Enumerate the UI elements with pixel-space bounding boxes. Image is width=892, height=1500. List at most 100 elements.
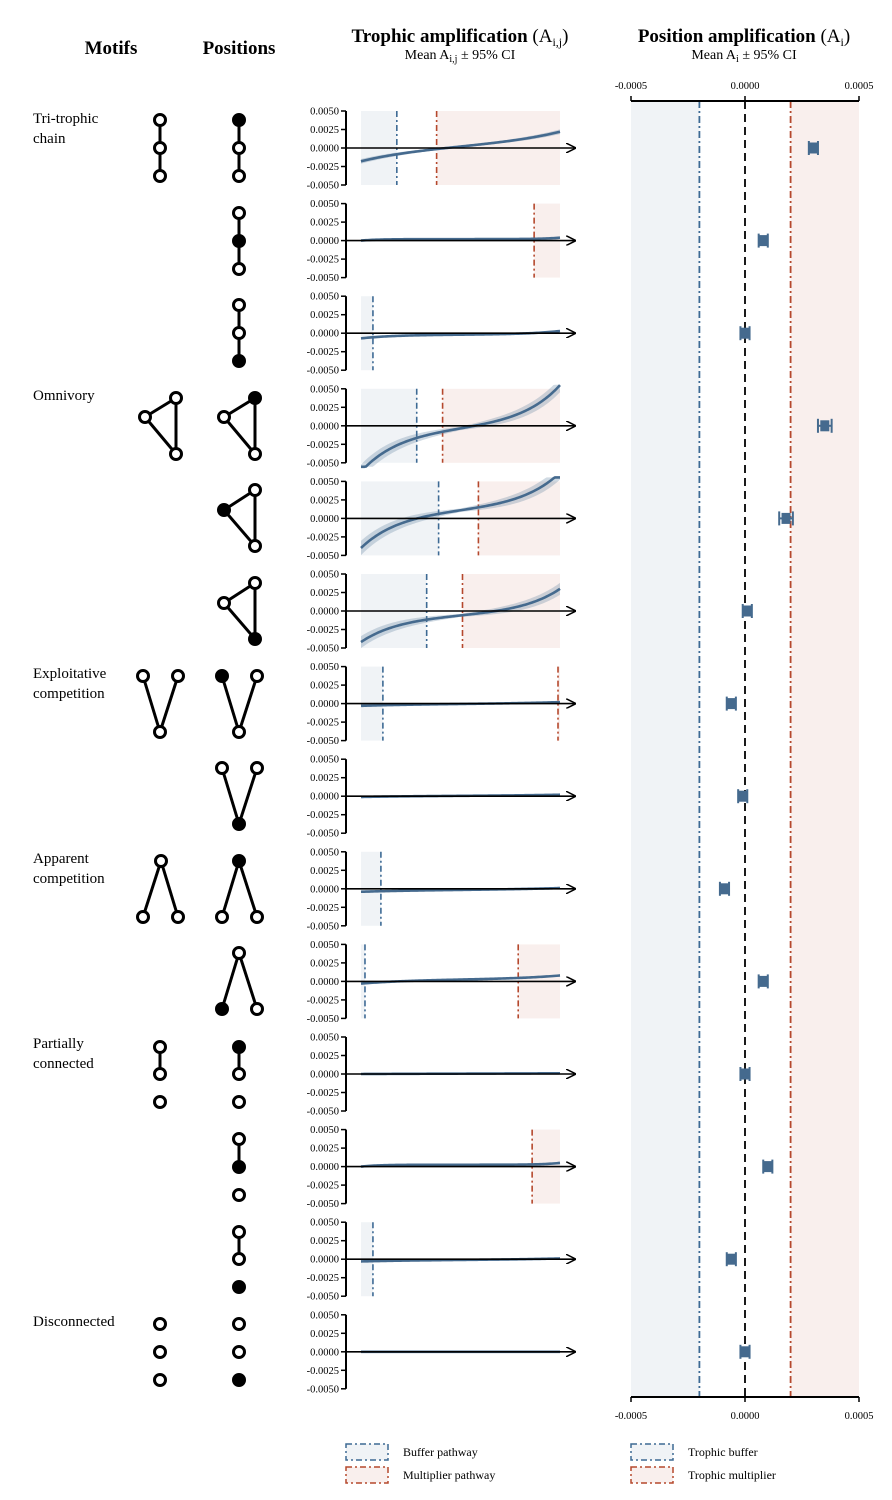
y-tick-label: 0.0000 [310,1162,339,1173]
position-point-7 [725,696,737,711]
y-tick-label: -0.0050 [307,273,339,284]
y-tick-label: 0.0050 [310,570,339,581]
series-line [360,476,560,549]
disconnected-bottom-icon [232,1317,246,1387]
y-tick-label: 0.0025 [310,495,339,506]
series-line [360,236,561,242]
motif-label-partial: Partially connected [33,1036,94,1072]
trophic-row-11: 0.0050 0.0025 0.0000 -0.0025 -0.0050 [307,1033,575,1118]
position-amplification-panel: -0.0005 0.0000 0.0005 -0.0005 0.0000 0.0005 [615,81,874,1422]
mean-marker [781,512,791,524]
y-tick-label: -0.0025 [307,162,339,173]
trophic-buffer-region [631,101,700,1397]
motifs-header: Motifs [85,38,138,59]
chain-icon [153,113,167,183]
motif-icons [136,113,185,1387]
series-line [360,587,561,644]
y-tick-label: 0.0000 [310,1070,339,1081]
x-tick-label: -0.0005 [615,81,647,92]
y-tick-label: -0.0025 [307,810,339,821]
disconnected-icon [153,1317,167,1387]
series-line [361,384,561,469]
y-tick-label: 0.0050 [310,662,339,673]
y-tick-label: -0.0025 [307,255,339,266]
omnivory-left-icon [217,483,262,553]
series-line [360,329,561,340]
y-tick-label: -0.0050 [307,829,339,840]
y-tick-label: 0.0050 [310,477,339,488]
trophic-row-12: 0.0050 0.0025 0.0000 -0.0025 -0.0050 [307,1125,575,1210]
y-tick-label: 0.0000 [310,514,339,525]
y-tick-label: 0.0050 [310,199,339,210]
trophic-row-1: 0.0050 0.0025 0.0000 -0.0025 -0.0050 [307,107,575,192]
trophic-row-10: 0.0050 0.0025 0.0000 -0.0025 -0.0050 [307,940,575,1025]
position-point-12 [762,1159,774,1174]
v-left-icon [215,669,264,739]
y-tick-label: 0.0050 [310,107,339,118]
x-tick-label: -0.0005 [615,1411,647,1422]
y-tick-label: 0.0050 [310,847,339,858]
position-point-14 [739,1344,751,1359]
trophic-row-5: 0.0050 0.0025 0.0000 -0.0025 -0.0050 [307,476,575,562]
position-point-6 [741,604,753,618]
y-tick-label: 0.0025 [310,958,339,969]
position-title: Position amplification (Ai) [638,26,850,49]
y-tick-label: -0.0050 [307,1384,339,1395]
y-tick-label: 0.0025 [310,866,339,877]
y-tick-label: 0.0000 [310,1255,339,1266]
y-tick-label: -0.0025 [307,995,339,1006]
y-tick-label: 0.0025 [310,310,339,321]
motif-label-chain: Tri-trophic chain [33,111,102,147]
omnivory-top-icon [217,391,262,461]
y-tick-label: 0.0025 [310,681,339,692]
y-tick-label: 0.0025 [310,1236,339,1247]
y-tick-label: 0.0050 [310,755,339,766]
partial-icon [153,1040,167,1109]
legend-multiplier-pathway-label: Multiplier pathway [403,1468,495,1482]
legend-left: Buffer pathway Multiplier pathway [345,1443,495,1484]
y-tick-label: -0.0050 [307,644,339,655]
x-tick-label: 0.0005 [845,81,874,92]
trophic-amplification-panels: 0.00500.00250.0000-0.0025-0.00500.00500.… [307,107,575,1395]
x-tick-label: 0.0000 [731,81,760,92]
position-point-9 [718,881,731,896]
legend-multiplier-pathway-swatch [345,1466,389,1484]
series-line [360,1161,561,1168]
y-tick-label: 0.0050 [310,1033,339,1044]
y-tick-label: 0.0050 [310,1125,339,1136]
position-point-13 [725,1252,737,1267]
x-tick-label: 0.0000 [731,1411,760,1422]
lambda-top-icon [215,854,264,924]
position-point-11 [739,1067,751,1081]
mean-marker [738,790,748,802]
y-tick-label: -0.0025 [307,1273,339,1284]
motif-label-apparent: Apparent competition [33,851,105,887]
legend-trophic-multiplier-label: Trophic multiplier [688,1468,776,1482]
trophic-row-7: 0.0050 0.0025 0.0000 -0.0025 -0.0050 [307,662,575,747]
trophic-row-4: 0.0050 0.0025 0.0000 -0.0025 -0.0050 [307,384,575,469]
chain-middle-icon [232,206,246,276]
position-point-5 [778,511,794,526]
trophic-row-8: 0.0050 0.0025 0.0000 -0.0025 -0.0050 [307,755,575,840]
position-subtitle: Mean Ai ± 95% CI [691,48,797,65]
mean-marker [726,698,736,710]
y-tick-label: 0.0050 [310,1218,339,1229]
position-point-4 [816,418,833,433]
trophic-row-2: 0.0050 0.0025 0.0000 -0.0025 -0.0050 [307,199,575,284]
y-tick-label: -0.0025 [307,532,339,543]
y-tick-label: -0.0025 [307,440,339,451]
mean-marker [808,142,818,154]
omnivory-icon [138,391,183,461]
trophic-row-6: 0.0050 0.0025 0.0000 -0.0025 -0.0050 [307,570,575,655]
y-tick-label: -0.0050 [307,921,339,932]
position-point-8 [737,789,749,804]
motif-label-exploitative: Exploitative competition [33,666,110,702]
x-tick-label: 0.0005 [845,1411,874,1422]
lambda-left-icon [215,946,264,1016]
y-tick-label: 0.0000 [310,792,339,803]
ci-band [361,477,560,556]
position-icons [215,113,264,1387]
y-tick-label: 0.0025 [310,1051,339,1062]
mean-marker [742,605,752,617]
